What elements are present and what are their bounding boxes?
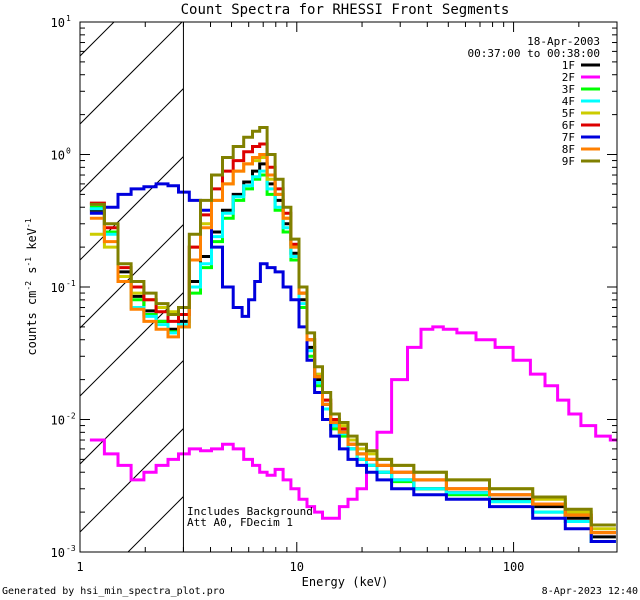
legend-label-3F: 3F xyxy=(562,83,575,96)
legend-label-7F: 7F xyxy=(562,131,575,144)
legend-label-5F: 5F xyxy=(562,107,575,120)
y-tick-base: 10 xyxy=(51,546,65,560)
series-line-3F xyxy=(89,173,616,543)
y-label-mid1: s xyxy=(25,267,39,281)
y-axis-label: counts cm-2 s-1 keV-1 xyxy=(24,218,39,355)
x-axis-label: Energy (keV) xyxy=(302,575,389,589)
y-label-pre: counts cm xyxy=(25,291,39,356)
annotation-date: 18-Apr-2003 xyxy=(527,35,600,48)
x-tick-label: 100 xyxy=(503,560,525,574)
hatch-line xyxy=(80,427,184,533)
series-line-1F xyxy=(89,162,616,539)
y-label-exp2: -1 xyxy=(24,257,33,267)
hatch-line xyxy=(400,0,640,552)
hatch-line xyxy=(0,0,116,552)
annotation-time-range: 00:37:00 to 00:38:00 xyxy=(468,47,600,60)
annotation-background: Includes Background xyxy=(187,505,313,518)
y-tick-label: 10 xyxy=(51,414,65,428)
axis-ticks xyxy=(79,21,618,553)
legend-label-4F: 4F xyxy=(562,95,575,108)
hatch-lines xyxy=(0,0,640,552)
legend-label-1F: 1F xyxy=(562,59,575,72)
hatch-line xyxy=(264,0,640,552)
plot-frame xyxy=(79,21,618,553)
footer-generated-by: Generated by hsi_min_spectra_plot.pro xyxy=(2,586,225,597)
hatch-line xyxy=(0,0,48,552)
hatch-line xyxy=(604,0,640,552)
hatch-line xyxy=(80,359,184,465)
hatch-line xyxy=(80,22,115,57)
y-tick-exponent: -2 xyxy=(66,412,76,421)
y-tick-base: 10 xyxy=(51,281,65,295)
series-layer xyxy=(89,126,617,543)
legend-label-2F: 2F xyxy=(562,71,575,84)
x-tick-labels: 1 10 100 xyxy=(76,560,524,574)
y-tick-base: 10 xyxy=(51,414,65,428)
legend-label-8F: 8F xyxy=(562,143,575,156)
series-line-8F xyxy=(89,153,616,535)
y-tick-label: 10 xyxy=(51,149,65,163)
legend-label-9F: 9F xyxy=(562,155,575,168)
hatch-line xyxy=(80,22,183,125)
y-label-exp1: -2 xyxy=(24,281,33,291)
y-label-mid2: keV xyxy=(25,228,39,257)
y-tick-label: 10 xyxy=(51,16,65,30)
excluded-range-hatch xyxy=(0,0,640,552)
chart-title: Count Spectra for RHESSI Front Segments xyxy=(181,2,510,18)
series-line-5F xyxy=(89,156,616,531)
y-tick-label: 10 xyxy=(51,546,65,560)
series-line-7F xyxy=(89,182,616,543)
y-tick-exponent: 1 xyxy=(66,14,71,23)
footer-timestamp: 8-Apr-2023 12:40 xyxy=(542,586,638,597)
y-tick-base: 10 xyxy=(51,149,65,163)
legend-label-6F: 6F xyxy=(562,119,575,132)
y-tick-exponent: 0 xyxy=(66,147,71,156)
y-label-exp3: -1 xyxy=(24,218,33,228)
series-line-9F xyxy=(89,126,616,527)
series-line-2F xyxy=(89,325,617,520)
hatch-line xyxy=(80,155,184,261)
y-tick-exponent: -3 xyxy=(66,544,76,553)
hatch-line xyxy=(536,0,640,552)
x-tick-label: 1 xyxy=(76,560,83,574)
y-tick-base: 10 xyxy=(51,16,65,30)
hatch-line xyxy=(468,0,640,552)
hatch-line xyxy=(80,291,184,397)
x-tick-label: 10 xyxy=(290,560,304,574)
y-tick-exponent: -1 xyxy=(66,279,76,288)
hatch-line xyxy=(80,87,184,193)
annotation-attenuator: Att A0, FDecim 1 xyxy=(187,516,293,529)
series-line-4F xyxy=(89,169,616,543)
y-tick-label: 10 xyxy=(51,281,65,295)
hatch-line xyxy=(80,223,184,329)
